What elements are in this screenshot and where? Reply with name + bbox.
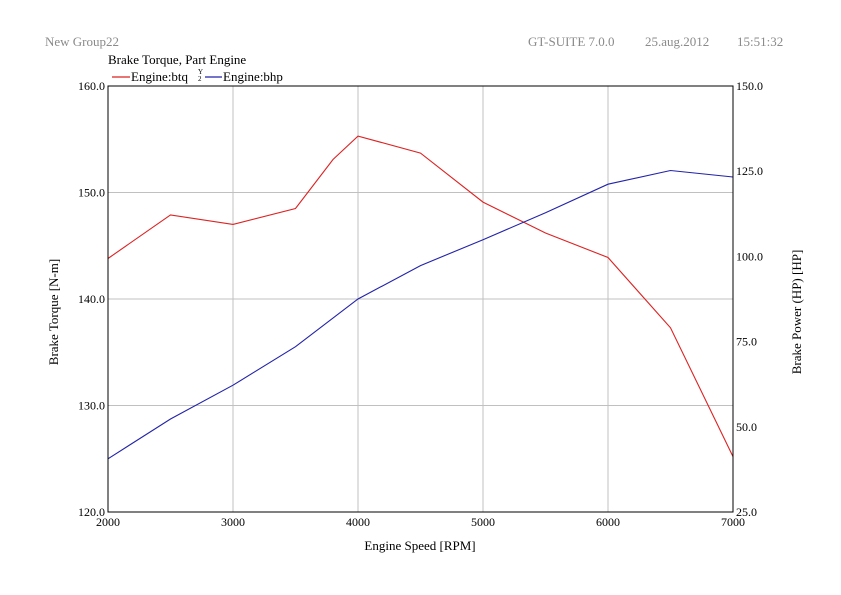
y-axis-left-label: Brake Torque [N-m] — [46, 259, 61, 365]
legend-axis-marker-num: 2 — [198, 75, 202, 83]
y-left-tick-label: 140.0 — [78, 292, 105, 306]
x-tick-label: 5000 — [471, 515, 495, 529]
y-left-tick-label: 150.0 — [78, 186, 105, 200]
y-right-tick-label: 125.0 — [736, 164, 763, 178]
run-time: 15:51:32 — [737, 34, 783, 49]
plot-frame — [107, 85, 734, 513]
x-tick-label: 7000 — [721, 515, 745, 529]
y-right-tick-label: 100.0 — [736, 249, 763, 263]
x-tick-label: 2000 — [96, 515, 120, 529]
y-axis-right-label: Brake Power (HP) [HP] — [789, 250, 804, 375]
y-left-tick-label: 120.0 — [78, 505, 105, 519]
y-right-tick-label: 75.0 — [736, 335, 757, 349]
legend-label-bhp: Engine:bhp — [223, 69, 283, 84]
tick-labels: 2000 3000 4000 5000 6000 7000 120.0 130.0 140.0 1… — [78, 79, 763, 529]
y-right-tick-label: 150.0 — [736, 79, 763, 93]
series-line-engine-btq — [107, 135, 734, 457]
x-axis-label: Engine Speed [RPM] — [364, 538, 475, 553]
x-tick-label: 3000 — [221, 515, 245, 529]
grid — [108, 86, 733, 512]
run-date: 25.aug.2012 — [645, 34, 709, 49]
y-right-tick-label: 50.0 — [736, 420, 757, 434]
legend-axis-marker: Y — [198, 68, 203, 76]
series-line-engine-bhp — [107, 169, 734, 460]
x-tick-label: 6000 — [596, 515, 620, 529]
group-name: New Group22 — [45, 34, 119, 49]
y-left-tick-label: 160.0 — [78, 79, 105, 93]
legend-label-btq: Engine:btq — [131, 69, 189, 84]
series-layer — [107, 135, 734, 460]
y-right-tick-label: 25.0 — [736, 505, 757, 519]
y-left-tick-label: 130.0 — [78, 399, 105, 413]
legend: Engine:btq Y2 Engine:bhp — [112, 68, 283, 84]
chart-title: Brake Torque, Part Engine — [108, 52, 246, 67]
x-tick-label: 4000 — [346, 515, 370, 529]
software-version: GT-SUITE 7.0.0 — [528, 34, 615, 49]
